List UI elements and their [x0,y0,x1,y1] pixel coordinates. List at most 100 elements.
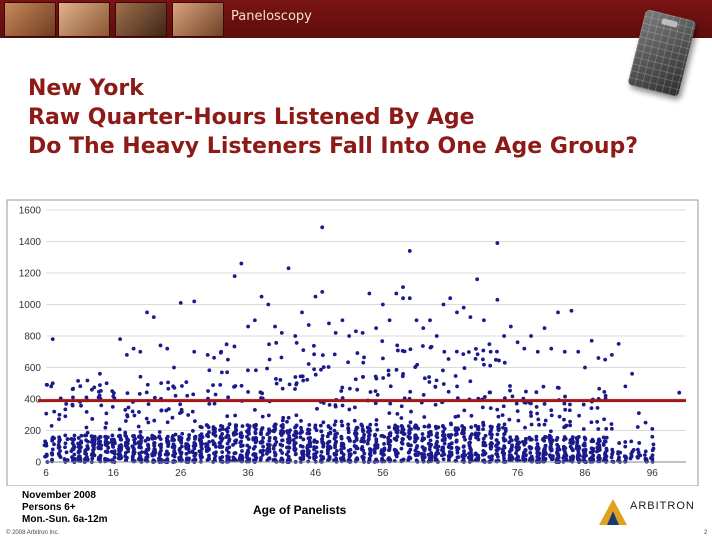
people-photo-icon [172,2,224,37]
data-point [576,434,581,439]
data-point [63,445,67,450]
data-point [192,454,197,458]
data-point [624,456,628,461]
data-point [534,437,539,442]
data-point [650,434,655,439]
data-point [79,439,83,444]
data-point [213,433,218,438]
data-point [84,409,89,414]
data-point [421,437,426,442]
data-point [462,449,466,454]
data-point [239,444,243,449]
data-point [534,434,539,439]
data-point [348,458,352,463]
data-point [137,457,142,462]
data-point [172,386,177,390]
data-point [164,449,169,454]
data-point [521,453,526,458]
data-point [480,357,485,362]
data-point [346,426,351,431]
data-point [355,387,360,392]
y-tick-label: 1600 [19,206,42,217]
x-tick-label: 76 [512,468,524,479]
data-point [319,367,323,372]
data-point [252,318,257,323]
data-point [76,456,80,461]
data-point [400,349,405,353]
data-point [71,458,76,462]
data-point [367,452,372,456]
data-point [394,367,399,372]
data-point [407,296,412,301]
data-point [70,441,75,446]
data-point [502,334,507,338]
data-point [320,440,325,445]
header-band: Paneloscopy [0,0,712,38]
data-point [434,334,439,338]
data-point [164,436,169,441]
data-point [212,355,216,360]
data-point [125,391,130,395]
data-point [190,450,195,455]
data-point [126,405,131,410]
data-point [340,403,345,408]
data-point [117,447,121,451]
data-point [104,421,109,425]
data-point [502,432,506,437]
data-point [305,377,310,382]
title-line-1: New York [28,76,144,101]
data-point [259,456,263,460]
data-point [267,438,272,443]
data-point [589,406,594,411]
data-point [267,342,271,347]
data-point [254,422,258,427]
data-point [239,261,244,266]
data-point [103,457,108,462]
data-point [190,429,195,433]
data-point [312,367,317,372]
data-point [97,371,102,376]
data-point [145,452,150,457]
data-point [401,296,405,301]
data-point [618,450,623,455]
data-point [429,432,434,437]
data-point [219,370,224,375]
data-point [138,429,143,434]
title-line-2: Raw Quarter-Hours Listened By Age [28,105,475,130]
data-point [89,434,94,439]
data-point [534,405,539,409]
data-point [468,379,473,384]
data-point [280,438,285,443]
data-point [97,393,102,398]
data-point [50,436,55,441]
data-point [258,390,263,395]
data-point [382,459,387,464]
data-point [381,448,386,453]
data-point [78,384,83,389]
data-point [105,449,110,454]
data-point [266,413,271,418]
data-point [212,441,217,446]
data-point [333,443,337,448]
data-point [192,446,197,451]
data-point [462,434,466,439]
data-point [274,340,279,345]
data-point [293,387,297,391]
data-point [591,458,596,463]
data-point [387,445,392,450]
data-point [503,429,508,434]
data-point [413,365,418,369]
data-point [327,321,331,326]
data-point [488,445,493,450]
data-point [347,386,352,391]
data-point [446,433,451,437]
data-point [146,446,151,451]
data-point [346,360,350,365]
data-point [515,454,520,459]
data-point [412,439,417,444]
data-point [306,323,311,327]
data-point [136,424,141,429]
data-point [109,449,114,454]
data-point [239,439,244,444]
data-point [166,444,170,449]
